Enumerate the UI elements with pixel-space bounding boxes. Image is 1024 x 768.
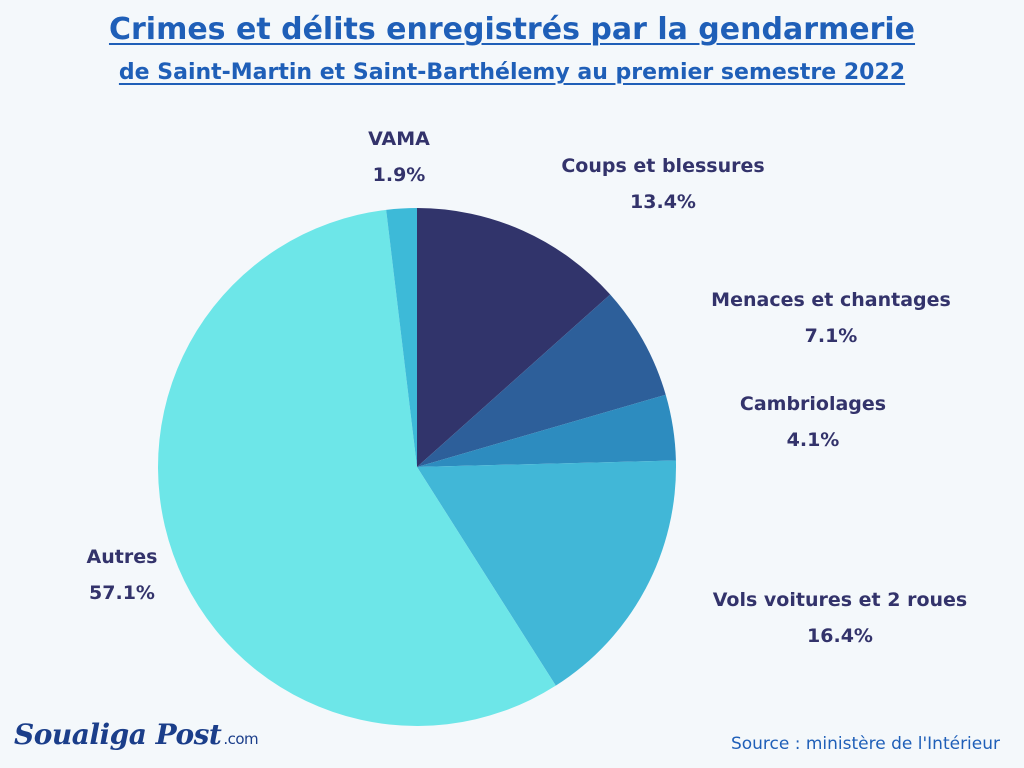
- slice-label-cambriolages: Cambriolages: [740, 393, 886, 415]
- slice-value-menaces-et-chantages: 7.1%: [805, 325, 858, 347]
- slice-value-autres: 57.1%: [89, 582, 155, 604]
- pie-slices: [158, 208, 677, 726]
- slice-label-autres: Autres: [87, 546, 158, 568]
- pie-slice-autres: [158, 209, 556, 726]
- slice-label-menaces-et-chantages: Menaces et chantages: [711, 289, 951, 311]
- slice-label-vama: VAMA: [368, 128, 430, 150]
- slice-value-vols-voitures-et-2-roues: 16.4%: [807, 625, 873, 647]
- chart-subtitle: de Saint-Martin et Saint-Barthélemy au p…: [118, 60, 906, 85]
- pie-slice-vols-voitures-et-2-roues: [417, 460, 677, 686]
- pie-slice-menaces-et-chantages: [417, 294, 666, 467]
- slice-value-cambriolages: 4.1%: [787, 429, 840, 451]
- logo-suffix: .com: [223, 730, 259, 748]
- logo-text: Soualiga Post: [14, 718, 222, 751]
- pie-slice-vama: [386, 208, 417, 467]
- source-note: Source : ministère de l'Intérieur: [730, 734, 1000, 754]
- pie-labels: Coups et blessures 13.4% Menaces et chanta…: [87, 128, 968, 647]
- pie-slice-coups-et-blessures: [417, 208, 611, 467]
- pie-slice-cambriolages: [417, 394, 676, 467]
- slice-label-vols-voitures-et-2-roues: Vols voitures et 2 roues: [713, 589, 967, 611]
- slice-label-coups-et-blessures: Coups et blessures: [561, 155, 764, 177]
- chart-title: Crimes et délits enregistrés par la gend…: [108, 12, 916, 47]
- soualiga-post-logo: Soualiga Post .com: [14, 718, 259, 751]
- slice-value-vama: 1.9%: [373, 164, 426, 186]
- slice-value-coups-et-blessures: 13.4%: [630, 191, 696, 213]
